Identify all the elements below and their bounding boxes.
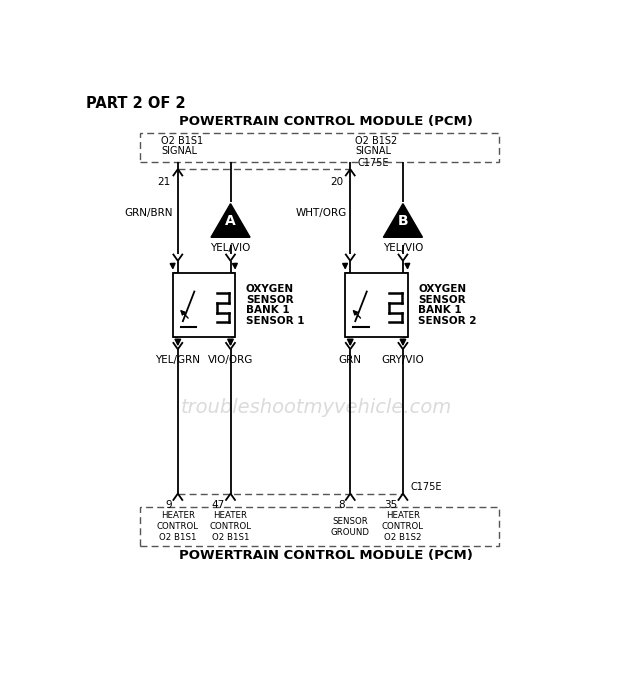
Text: troubleshootmyvehicle.com: troubleshootmyvehicle.com [181, 398, 452, 417]
Bar [140, 507, 499, 547]
Text: SENSOR 1: SENSOR 1 [246, 316, 304, 326]
Text: WHT/ORG: WHT/ORG [296, 209, 347, 218]
Polygon shape [211, 204, 250, 237]
Text: BANK 1: BANK 1 [246, 305, 289, 316]
Text: 8: 8 [338, 500, 344, 510]
Bar [345, 272, 408, 337]
Text: VIO/ORG: VIO/ORG [208, 355, 253, 365]
Text: SIGNAL: SIGNAL [355, 146, 391, 155]
Text: YEL/GRN: YEL/GRN [155, 355, 200, 365]
Text: 21: 21 [158, 176, 171, 187]
Text: YEL/VIO: YEL/VIO [210, 244, 251, 253]
Polygon shape [383, 204, 423, 237]
Text: 47: 47 [211, 500, 225, 510]
Text: SIGNAL: SIGNAL [161, 146, 197, 155]
Bar [173, 272, 235, 337]
Text: A: A [225, 214, 236, 228]
Text: SENSOR 2: SENSOR 2 [418, 316, 476, 326]
Text: SENSOR
GROUND: SENSOR GROUND [331, 517, 370, 537]
Text: HEATER
CONTROL
O2 B1S1: HEATER CONTROL O2 B1S1 [157, 511, 199, 542]
Text: HEATER
CONTROL
O2 B1S1: HEATER CONTROL O2 B1S1 [210, 511, 252, 542]
Bar [140, 132, 499, 162]
Text: HEATER
CONTROL
O2 B1S2: HEATER CONTROL O2 B1S2 [382, 511, 424, 542]
Text: 9: 9 [166, 500, 172, 510]
Text: SENSOR: SENSOR [418, 295, 466, 304]
Text: 20: 20 [330, 176, 343, 187]
Text: POWERTRAIN CONTROL MODULE (PCM): POWERTRAIN CONTROL MODULE (PCM) [179, 116, 473, 128]
Text: OXYGEN: OXYGEN [418, 284, 467, 294]
Text: C175E: C175E [357, 158, 389, 167]
Text: BANK 1: BANK 1 [418, 305, 462, 316]
Text: O2 B1S1: O2 B1S1 [161, 136, 203, 146]
Text: O2 B1S2: O2 B1S2 [355, 136, 397, 146]
Text: C175E: C175E [410, 482, 442, 492]
Text: GRY/VIO: GRY/VIO [381, 355, 425, 365]
Text: OXYGEN: OXYGEN [246, 284, 294, 294]
Text: GRN/BRN: GRN/BRN [125, 209, 173, 218]
Text: B: B [397, 214, 408, 228]
Text: GRN: GRN [339, 355, 362, 365]
Text: YEL/VIO: YEL/VIO [383, 244, 423, 253]
Text: SENSOR: SENSOR [246, 295, 294, 304]
Text: PART 2 OF 2: PART 2 OF 2 [86, 96, 185, 111]
Text: 35: 35 [384, 500, 397, 510]
Text: POWERTRAIN CONTROL MODULE (PCM): POWERTRAIN CONTROL MODULE (PCM) [179, 549, 473, 562]
